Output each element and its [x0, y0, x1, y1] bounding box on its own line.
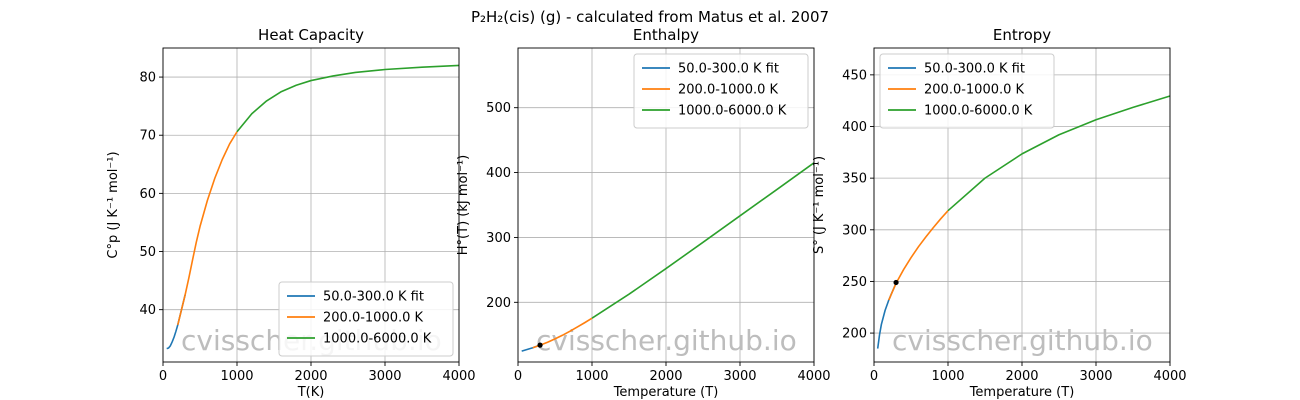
entropy-legend: 50.0-300.0 K fit 200.0-1000.0 K 1000.0-600…	[879, 53, 1055, 129]
entropy-watermark: cvisscher.github.io	[892, 324, 1153, 357]
cp-series-line-1	[177, 131, 238, 325]
entropy-ytick-label-4: 400	[842, 120, 867, 135]
heat-capacity-panel: cvisscher.github.io010002000300040004050…	[106, 26, 476, 400]
enthalpy-series-line-2	[591, 162, 815, 319]
entropy-panel-title: Entropy	[993, 26, 1051, 44]
cp-xtick-label-2: 2000	[294, 369, 327, 384]
entropy-ytick-label-3: 350	[842, 172, 867, 187]
enthalpy-series-line-1	[532, 317, 593, 349]
cp-legend: 50.0-300.0 K fit 200.0-1000.0 K 1000.0-600…	[278, 281, 454, 357]
entropy-xtick-label-3: 3000	[1079, 369, 1112, 384]
enthalpy-x-axis-label: Temperature (T)	[613, 385, 719, 400]
enthalpy-xtick-label-0: 0	[514, 369, 522, 384]
enthalpy-ytick-label-0: 200	[486, 296, 511, 311]
entropy-legend-label-1: 200.0-1000.0 K	[924, 83, 1025, 98]
figure-suptitle: P₂H₂(cis) (g) - calculated from Matus et…	[471, 8, 829, 26]
enthalpy-panel-title: Enthalpy	[633, 26, 699, 44]
enthalpy-y-axis-label: H°(T) (kJ mol⁻¹)	[456, 155, 471, 255]
entropy-ytick-label-2: 300	[842, 223, 867, 238]
enthalpy-legend-label-1: 200.0-1000.0 K	[678, 83, 779, 98]
cp-panel-title: Heat Capacity	[258, 26, 364, 44]
entropy-xtick-label-2: 2000	[1005, 369, 1038, 384]
cp-xtick-label-1: 1000	[220, 369, 253, 384]
entropy-legend-label-2: 1000.0-6000.0 K	[924, 104, 1033, 119]
entropy-legend-box	[879, 53, 1055, 129]
cp-ytick-label-0: 40	[139, 303, 156, 318]
entropy-series-line-1	[888, 210, 949, 301]
enthalpy-panel: cvisscher.github.io 0 1000 2000 3000 4000 200 3…	[456, 26, 831, 400]
cp-legend-label-0: 50.0-300.0 K fit	[323, 290, 424, 305]
cp-legend-label-2: 1000.0-6000.0 K	[323, 332, 432, 347]
enthalpy-legend: 50.0-300.0 K fit 200.0-1000.0 K 1000.0-600…	[633, 53, 809, 129]
entropy-x-axis-label: Temperature (T)	[969, 385, 1075, 400]
entropy-xtick-label-4: 4000	[1153, 369, 1186, 384]
enthalpy-ytick-label-3: 500	[486, 101, 511, 116]
enthalpy-reference-marker-0	[537, 342, 543, 348]
enthalpy-xtick-label-3: 3000	[723, 369, 756, 384]
enthalpy-xtick-label-4: 4000	[797, 369, 830, 384]
cp-ytick-label-3: 70	[139, 129, 156, 144]
enthalpy-ytick-label-1: 300	[486, 231, 511, 246]
enthalpy-ytick-label-2: 400	[486, 166, 511, 181]
entropy-panel: cvisscher.github.io 0 1000 2000 3000 4000 200 2…	[812, 26, 1187, 400]
entropy-ytick-label-0: 200	[842, 327, 867, 342]
cp-series-line-2	[236, 64, 460, 133]
entropy-xtick-label-0: 0	[870, 369, 878, 384]
cp-legend-label-1: 200.0-1000.0 K	[323, 311, 424, 326]
cp-ytick-label-2: 60	[139, 187, 156, 202]
cp-y-axis-label: C°p (J K⁻¹ mol⁻¹)	[106, 151, 121, 258]
enthalpy-legend-box	[633, 53, 809, 129]
entropy-ytick-label-1: 250	[842, 275, 867, 290]
entropy-ytick-label-5: 450	[842, 68, 867, 83]
cp-legend-box	[278, 281, 454, 357]
cp-ytick-label-4: 80	[139, 71, 156, 86]
enthalpy-xtick-label-2: 2000	[649, 369, 682, 384]
enthalpy-legend-label-0: 50.0-300.0 K fit	[678, 62, 779, 77]
cp-xtick-label-3: 3000	[368, 369, 401, 384]
enthalpy-watermark: cvisscher.github.io	[536, 324, 797, 357]
enthalpy-legend-label-2: 1000.0-6000.0 K	[678, 104, 787, 119]
entropy-y-axis-label: S° (J K⁻¹ mol⁻¹)	[812, 156, 827, 254]
entropy-legend-label-0: 50.0-300.0 K fit	[924, 62, 1025, 77]
cp-ytick-label-1: 50	[139, 245, 156, 260]
cp-xtick-label-4: 4000	[442, 369, 475, 384]
entropy-reference-marker-0	[893, 279, 899, 286]
entropy-xtick-label-1: 1000	[931, 369, 964, 384]
enthalpy-xtick-label-1: 1000	[575, 369, 608, 384]
cp-xtick-label-0: 0	[159, 369, 167, 384]
cp-x-axis-label: T(K)	[297, 385, 325, 400]
entropy-series-line-2	[947, 95, 1171, 212]
